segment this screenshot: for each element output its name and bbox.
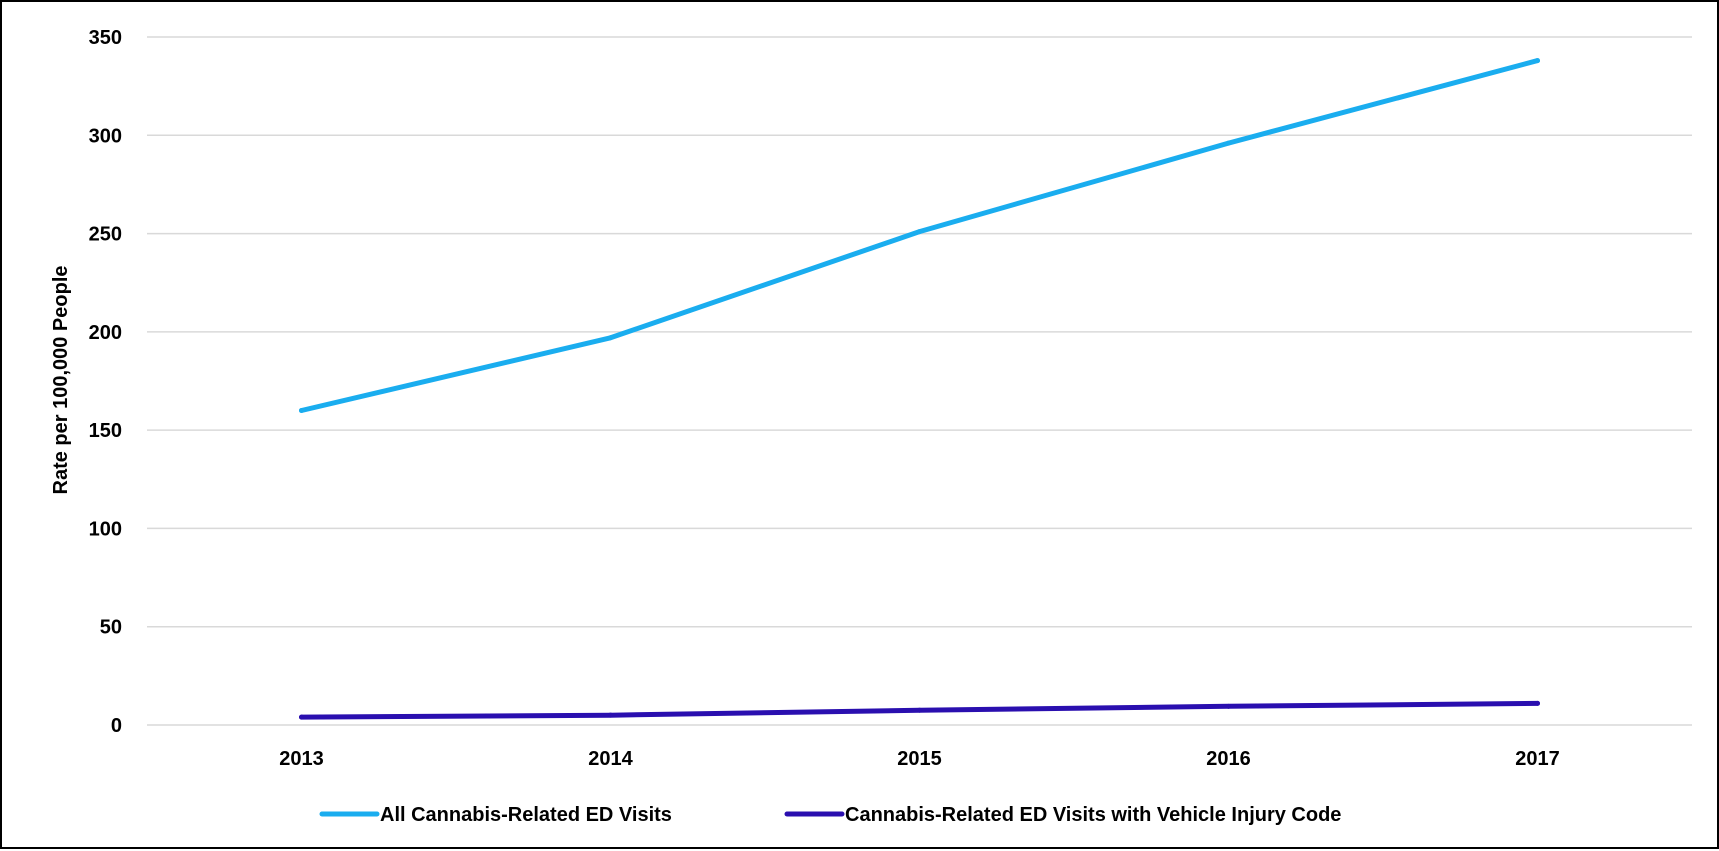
y-tick-label: 300 — [89, 125, 122, 147]
legend-label: Cannabis-Related ED Visits with Vehicle … — [845, 804, 1341, 826]
data-point — [1535, 58, 1540, 64]
series-lines — [299, 58, 1540, 720]
y-axis-title: Rate per 100,000 People — [50, 265, 72, 494]
y-tick-label: 0 — [111, 715, 122, 737]
series-line-1 — [299, 58, 1540, 413]
data-point — [1535, 700, 1540, 706]
data-point — [1226, 140, 1231, 146]
gridlines — [147, 36, 1692, 726]
data-point — [1226, 703, 1231, 709]
data-point — [917, 229, 922, 235]
x-tick-label: 2014 — [588, 748, 633, 770]
data-point — [299, 714, 304, 720]
x-tick-label: 2013 — [279, 748, 324, 770]
data-point — [299, 407, 304, 413]
y-tick-label: 100 — [89, 518, 122, 540]
y-tick-label: 150 — [89, 420, 122, 442]
y-tick-label: 350 — [89, 27, 122, 49]
y-tick-label: 250 — [89, 224, 122, 246]
legend: All Cannabis-Related ED Visits Cannabis-R… — [319, 804, 1341, 826]
x-axis-tick-labels: 2013 2014 2015 2016 2017 — [279, 748, 1560, 770]
x-tick-label: 2017 — [1515, 748, 1560, 770]
legend-label: All Cannabis-Related ED Visits — [380, 804, 672, 826]
data-point — [608, 712, 613, 718]
data-point — [608, 335, 613, 341]
data-point — [917, 707, 922, 713]
x-tick-label: 2015 — [897, 748, 942, 770]
y-axis-tick-labels: 0 50 100 150 200 250 300 350 — [89, 27, 122, 737]
x-tick-label: 2016 — [1206, 748, 1251, 770]
y-tick-label: 50 — [100, 617, 122, 639]
y-tick-label: 200 — [89, 322, 122, 344]
